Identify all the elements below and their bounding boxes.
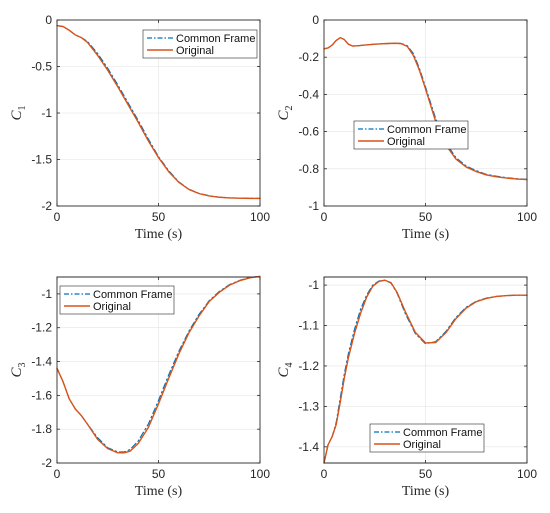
x-axis-label: Time (s) [135,484,183,499]
y-tick-label: -0.2 [298,50,319,64]
y-tick-label: -2 [41,456,52,470]
x-tick-label: 0 [54,467,61,481]
legend-box [142,29,258,59]
x-tick-label: 50 [419,467,433,481]
series-line-original [56,24,261,200]
chart-2: 0 50 100 0 -0.2 -0.4 -0.6 -0.8 -1 Time (s) C2 Commo… [276,13,537,242]
y-axis-label: C1 [9,105,28,120]
x-axis-label: Time (s) [402,227,450,242]
x-tick-label: 100 [517,210,537,224]
y-tick-label: -2 [41,199,52,213]
legend-box [59,285,175,315]
chart-1: 0 50 100 0 -0.5 -1 -1.5 -2 Time (s) C1 Common Fram… [9,13,270,242]
y-tick-label: -1.4 [31,355,52,369]
x-tick-label: 50 [419,210,433,224]
legend-label: Common Frame [93,289,172,301]
legend-label: Original [387,136,425,148]
series-line-common-frame [56,275,261,453]
y-axis-label: C3 [9,362,28,377]
series-line-original [56,275,261,454]
x-tick-label: 100 [250,467,270,481]
x-tick-label: 100 [250,210,270,224]
y-tick-label: 0 [312,13,319,27]
x-tick-label: 0 [321,467,328,481]
y-tick-label: -1.5 [31,153,52,167]
y-tick-label: -1 [308,199,319,213]
x-axis-label: Time (s) [402,484,450,499]
series-line-common-frame [56,24,261,199]
series-line-original [323,36,528,181]
x-tick-label: 100 [517,467,537,481]
y-tick-label: -1.1 [298,319,319,333]
y-tick-label: -1.2 [298,359,319,373]
y-tick-label: -0.8 [298,162,319,176]
chart-3: 0 50 100 -1 -1.2 -1.4 -1.6 -1.8 -2 Time (s) C3 Comm… [9,275,270,499]
chart-4: 0 50 100 -1 -1.1 -1.2 -1.3 -1.4 Time (s) C4 Common… [276,276,537,499]
y-tick-label: -1.4 [298,440,319,454]
x-tick-label: 50 [152,210,166,224]
y-axis-label: C2 [276,105,295,120]
y-tick-label: -1.6 [31,388,52,402]
y-tick-label: -1.2 [31,321,52,335]
y-tick-label: -0.4 [298,87,319,101]
x-tick-label: 0 [321,210,328,224]
y-tick-label: -1.3 [298,399,319,413]
legend-label: Common Frame [176,33,255,45]
legend-box [353,120,469,150]
y-tick-label: 0 [45,13,52,27]
y-tick-label: -1 [308,278,319,292]
y-tick-label: -0.6 [298,125,319,139]
legend-box [369,423,485,453]
x-axis-label: Time (s) [135,227,183,242]
y-tick-label: -1.8 [31,422,52,436]
y-tick-label: -1 [41,287,52,301]
y-axis-label: C4 [276,362,295,377]
series-line-original [323,279,528,464]
x-tick-label: 0 [54,210,61,224]
legend-label: Original [403,439,441,451]
y-tick-label: -1 [41,106,52,120]
legend-label: Common Frame [387,124,466,136]
legend-label: Original [93,301,131,313]
x-tick-label: 50 [152,467,166,481]
legend-label: Common Frame [403,427,482,439]
legend-label: Original [176,45,214,57]
y-tick-label: -0.5 [31,60,52,74]
